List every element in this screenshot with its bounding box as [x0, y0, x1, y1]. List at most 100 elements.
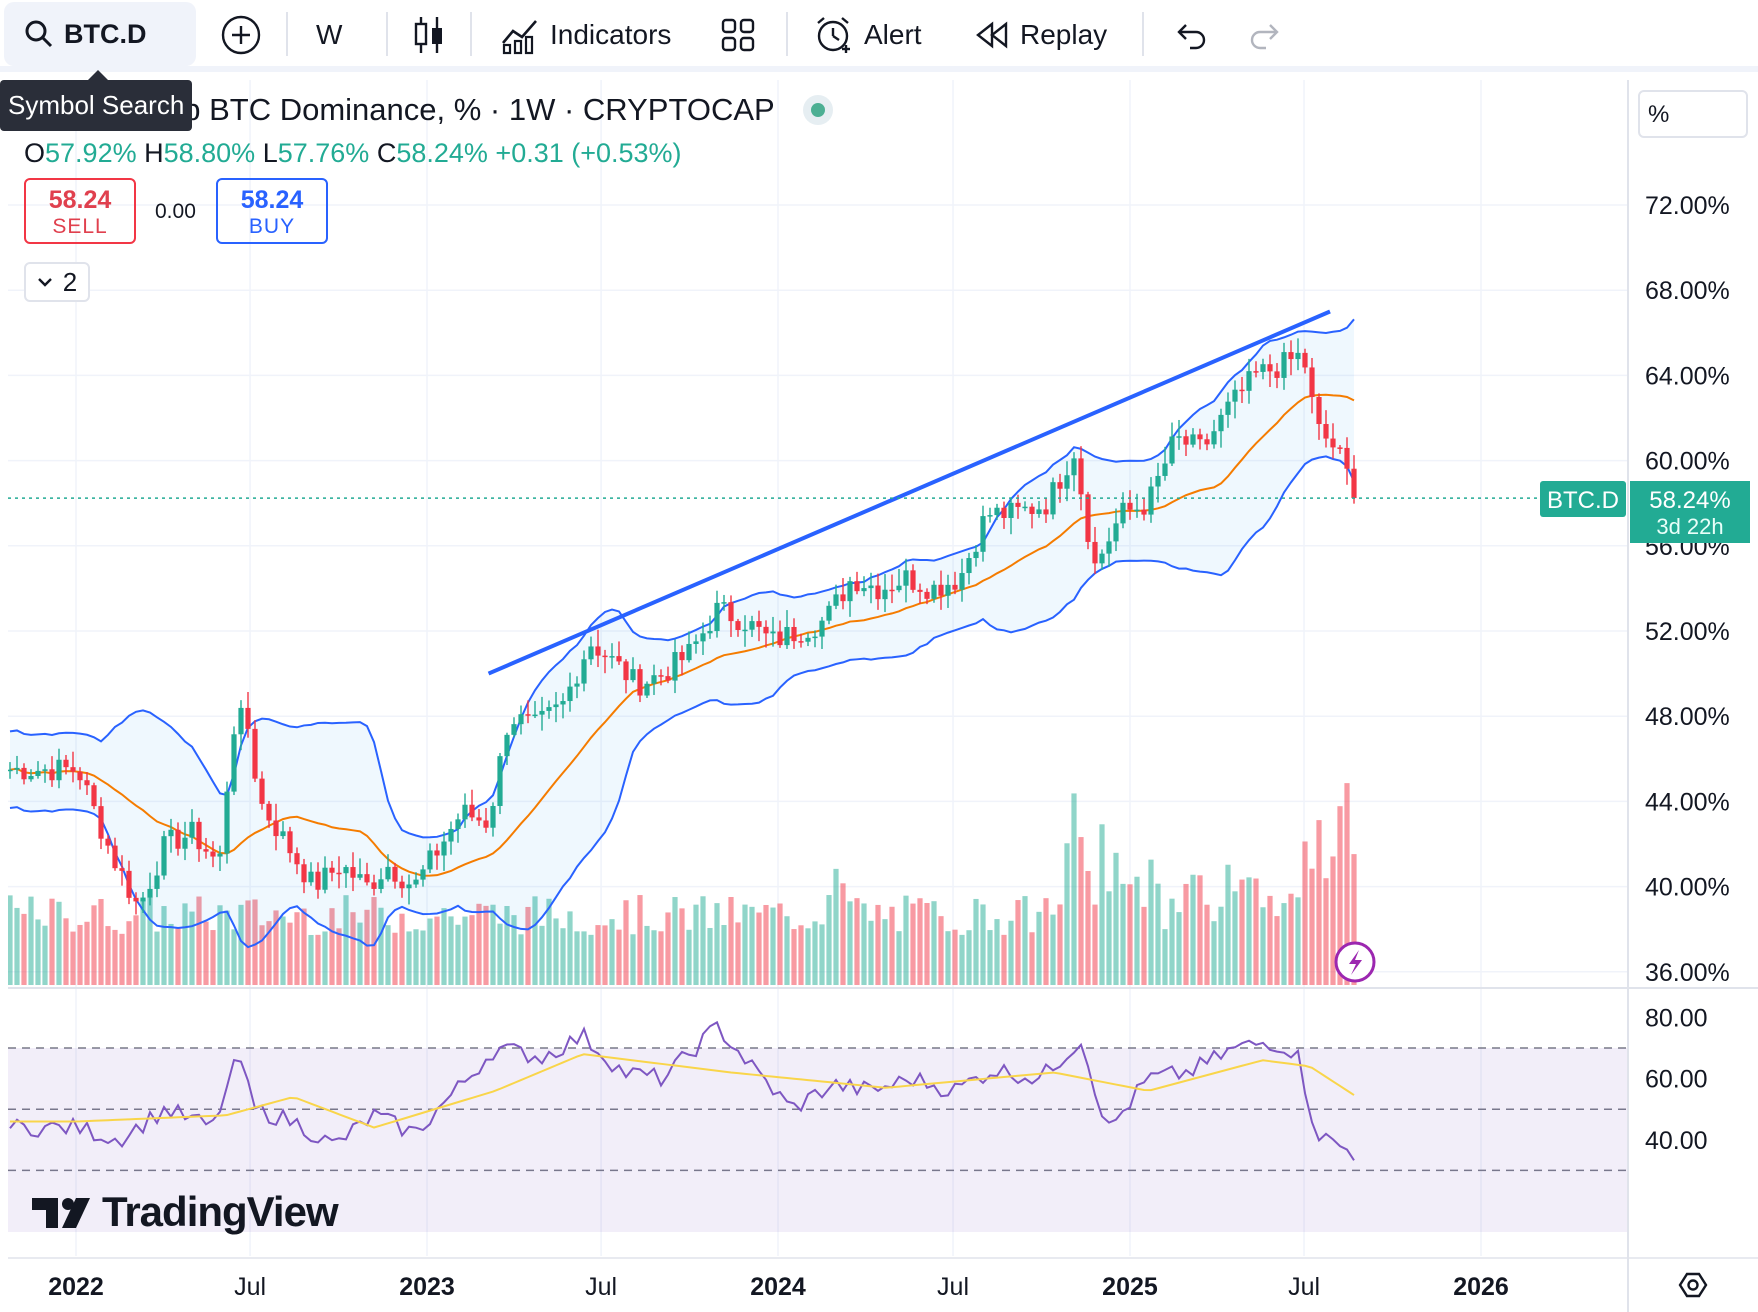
volume-bar [1232, 891, 1238, 985]
candle-body [1029, 506, 1035, 514]
redo-button[interactable] [1240, 8, 1292, 62]
candle-body [847, 581, 853, 602]
volume-bar [1071, 793, 1077, 985]
volume-bar [1036, 911, 1042, 985]
volume-bar [679, 908, 685, 985]
candle-body [609, 656, 615, 658]
toolbar-divider [286, 12, 288, 56]
chart-legend[interactable]: ap BTC Dominance, % · 1W · CRYPTOCAP [24, 92, 825, 128]
search-icon [25, 20, 53, 48]
volume-bar [700, 896, 706, 985]
volume-bar [462, 916, 468, 985]
candle-body [56, 759, 62, 781]
candle-body [420, 869, 426, 880]
candle-body [721, 602, 727, 604]
candle-body [119, 868, 125, 871]
volume-bar [1330, 856, 1336, 985]
volume-bar [364, 909, 370, 985]
alert-button[interactable]: Alert [806, 8, 930, 62]
volume-bar [917, 898, 923, 985]
volume-bar [1015, 900, 1021, 985]
volume-bar [602, 925, 608, 985]
rsi-axis: 80.00 60.00 40.00 [1645, 1004, 1708, 1154]
volume-bar [378, 907, 384, 985]
interval-button[interactable]: W [308, 8, 350, 62]
volume-bar [490, 904, 496, 985]
volume-bar [889, 906, 895, 985]
candle-body [854, 581, 860, 592]
layout-button[interactable] [712, 8, 764, 62]
volume-bar [175, 928, 181, 985]
time-tick-label: Jul [937, 1273, 969, 1301]
candle-body [350, 867, 356, 878]
settings-gear-icon[interactable] [1678, 1272, 1708, 1298]
volume-bar [539, 925, 545, 985]
volume-bar [476, 903, 482, 985]
volume-bar [1099, 824, 1105, 985]
sell-button[interactable]: 58.24 SELL [24, 178, 136, 244]
bollinger-fill [10, 319, 1354, 948]
candle-body [126, 870, 132, 898]
volume-bar [413, 929, 419, 985]
symbol-search-button[interactable]: BTC.D [4, 2, 196, 66]
volume-bar [504, 906, 510, 985]
candle-body [637, 669, 643, 696]
volume-bars [8, 783, 1357, 985]
volume-bar [560, 928, 566, 985]
candle-body [1001, 507, 1007, 518]
candle-body [483, 820, 489, 828]
candle-body [518, 714, 524, 725]
candle-body [658, 675, 664, 677]
indicators-button[interactable]: Indicators [492, 8, 679, 62]
candle-body [700, 633, 706, 642]
volume-bar [350, 912, 356, 985]
replay-button[interactable]: Replay [966, 8, 1115, 62]
time-axis[interactable]: 2022 Jul 2023 Jul 2024 Jul 2025 Jul 2026 [48, 1273, 1509, 1301]
volume-bar [756, 912, 762, 985]
volume-bar [546, 898, 552, 985]
candle-body [49, 769, 55, 781]
volume-bar [1316, 820, 1322, 985]
undo-button[interactable] [1164, 8, 1216, 62]
toolbar-divider [1142, 12, 1144, 56]
price-scale-unit-button[interactable]: % [1638, 90, 1748, 138]
candle-body [378, 879, 384, 889]
compare-symbol-button[interactable] [212, 8, 270, 62]
volume-bar [1134, 876, 1140, 985]
price-tick-label: 40.00% [1645, 874, 1730, 902]
candle-body [819, 620, 825, 637]
volume-bar [980, 904, 986, 985]
price-axis[interactable]: 72.00%68.00%64.00%60.00%56.00%52.00%48.0… [1645, 192, 1730, 987]
time-tick-label: Jul [585, 1273, 617, 1301]
candle-body [672, 652, 678, 681]
volume-bar [644, 925, 650, 985]
trendline[interactable] [487, 309, 1331, 676]
candle-body [1302, 352, 1308, 368]
volume-bar [273, 910, 279, 985]
volume-bar [294, 912, 300, 985]
candle-body [1225, 401, 1231, 415]
volume-bar [777, 903, 783, 985]
candle-body [371, 882, 377, 889]
volume-bar [392, 932, 398, 985]
indicator-count: 2 [62, 266, 78, 297]
volume-bar [161, 906, 167, 985]
volume-bar [217, 905, 223, 985]
indicators-collapse-button[interactable]: 2 [24, 262, 90, 302]
volume-bar [280, 916, 286, 985]
market-status-icon[interactable] [810, 103, 825, 117]
flash-icon[interactable] [1334, 941, 1376, 983]
candle-body [833, 594, 839, 606]
candle-body [1120, 502, 1126, 524]
volume-bar [910, 903, 916, 985]
volume-bar [924, 903, 930, 985]
volume-bar [1141, 906, 1147, 985]
volume-bar [623, 900, 629, 985]
chart-type-button[interactable] [404, 8, 454, 62]
candle-body [238, 707, 244, 735]
candle-body [462, 804, 468, 820]
buy-button[interactable]: 58.24 BUY [216, 178, 328, 244]
tradingview-logo[interactable]: TradingView [30, 1188, 339, 1236]
volume-bar [469, 915, 475, 985]
